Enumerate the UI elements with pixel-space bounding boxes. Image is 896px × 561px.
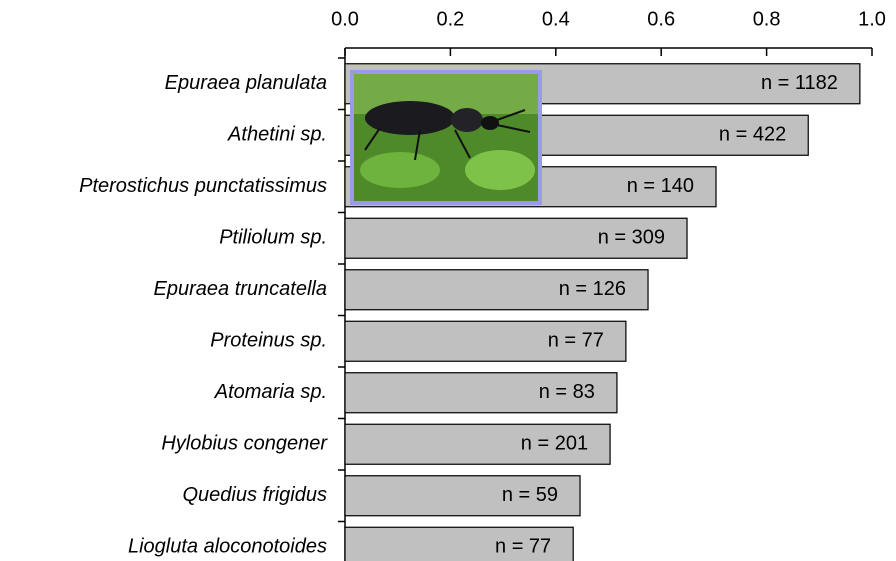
y-tick-label: Ptiliolum sp. [219, 227, 327, 249]
bar-label: n = 126 [559, 278, 626, 300]
bar-label: n = 59 [502, 484, 558, 506]
y-tick-label: Atomaria sp. [214, 381, 327, 403]
x-tick-label: 0.2 [436, 8, 464, 30]
beetle-legs [364, 109, 531, 161]
photo-leaf [360, 152, 440, 188]
x-tick-label: 0.8 [753, 8, 781, 30]
beetle-thorax [451, 108, 483, 132]
bar-label: n = 1182 [761, 72, 838, 94]
y-tick-label: Proteinus sp. [210, 330, 327, 352]
y-tick-label: Epuraea planulata [165, 72, 327, 94]
bar-label: n = 309 [598, 227, 665, 249]
bar [344, 320, 627, 362]
bar [344, 269, 649, 311]
bar [344, 475, 581, 517]
bar-label: n = 77 [548, 330, 604, 352]
bar [344, 372, 618, 414]
bar [344, 217, 688, 259]
y-tick-label: Epuraea truncatella [154, 278, 327, 300]
bar-label: n = 422 [719, 124, 786, 146]
x-tick-label: 1.0 [858, 8, 886, 30]
bar-label: n = 77 [495, 536, 551, 558]
y-tick-label: Athetini sp. [227, 124, 327, 146]
beetle-body [365, 101, 455, 135]
y-tick-label: Quedius frigidus [182, 484, 327, 506]
y-tick-label: Hylobius congener [161, 433, 328, 455]
y-tick-label: Liogluta aloconotoides [128, 536, 327, 558]
beetle-photo [350, 70, 542, 205]
bar-label: n = 140 [627, 175, 694, 197]
x-tick-label: 0.6 [647, 8, 675, 30]
bar [344, 526, 574, 561]
beetle-head [481, 116, 499, 130]
x-tick-label: 0.0 [331, 8, 359, 30]
bar-label: n = 83 [539, 381, 595, 403]
bar [344, 423, 611, 465]
bar-label: n = 201 [521, 433, 588, 455]
y-tick-label: Pterostichus punctatissimus [79, 175, 327, 197]
x-tick-label: 0.4 [542, 8, 570, 30]
photo-leaf [465, 150, 535, 190]
